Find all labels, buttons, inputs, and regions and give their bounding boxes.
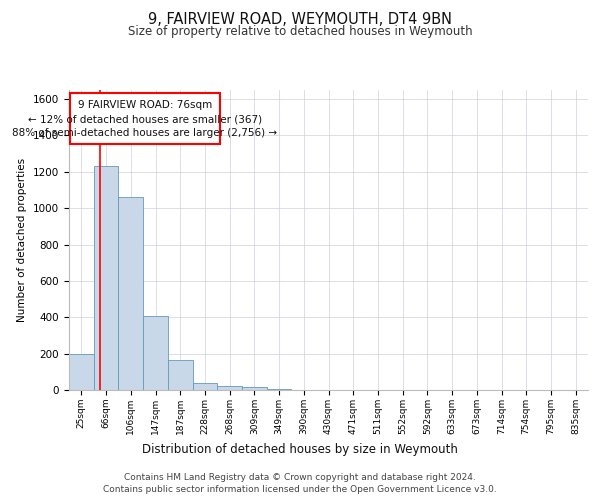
Text: 88% of semi-detached houses are larger (2,756) →: 88% of semi-detached houses are larger (…	[13, 128, 278, 138]
Bar	[267, 389, 292, 390]
Bar	[168, 360, 193, 390]
Text: Contains public sector information licensed under the Open Government Licence v3: Contains public sector information licen…	[103, 485, 497, 494]
Bar	[143, 316, 168, 390]
Bar	[242, 388, 267, 390]
Bar	[217, 386, 242, 390]
Text: 9 FAIRVIEW ROAD: 76sqm: 9 FAIRVIEW ROAD: 76sqm	[78, 100, 212, 110]
Bar	[69, 354, 94, 390]
Text: Contains HM Land Registry data © Crown copyright and database right 2024.: Contains HM Land Registry data © Crown c…	[124, 472, 476, 482]
Text: Distribution of detached houses by size in Weymouth: Distribution of detached houses by size …	[142, 442, 458, 456]
Text: 9, FAIRVIEW ROAD, WEYMOUTH, DT4 9BN: 9, FAIRVIEW ROAD, WEYMOUTH, DT4 9BN	[148, 12, 452, 28]
Text: Size of property relative to detached houses in Weymouth: Size of property relative to detached ho…	[128, 25, 472, 38]
FancyBboxPatch shape	[70, 92, 220, 144]
Y-axis label: Number of detached properties: Number of detached properties	[17, 158, 28, 322]
Bar	[193, 382, 217, 390]
Text: ← 12% of detached houses are smaller (367): ← 12% of detached houses are smaller (36…	[28, 114, 262, 124]
Bar	[118, 198, 143, 390]
Bar	[94, 166, 118, 390]
